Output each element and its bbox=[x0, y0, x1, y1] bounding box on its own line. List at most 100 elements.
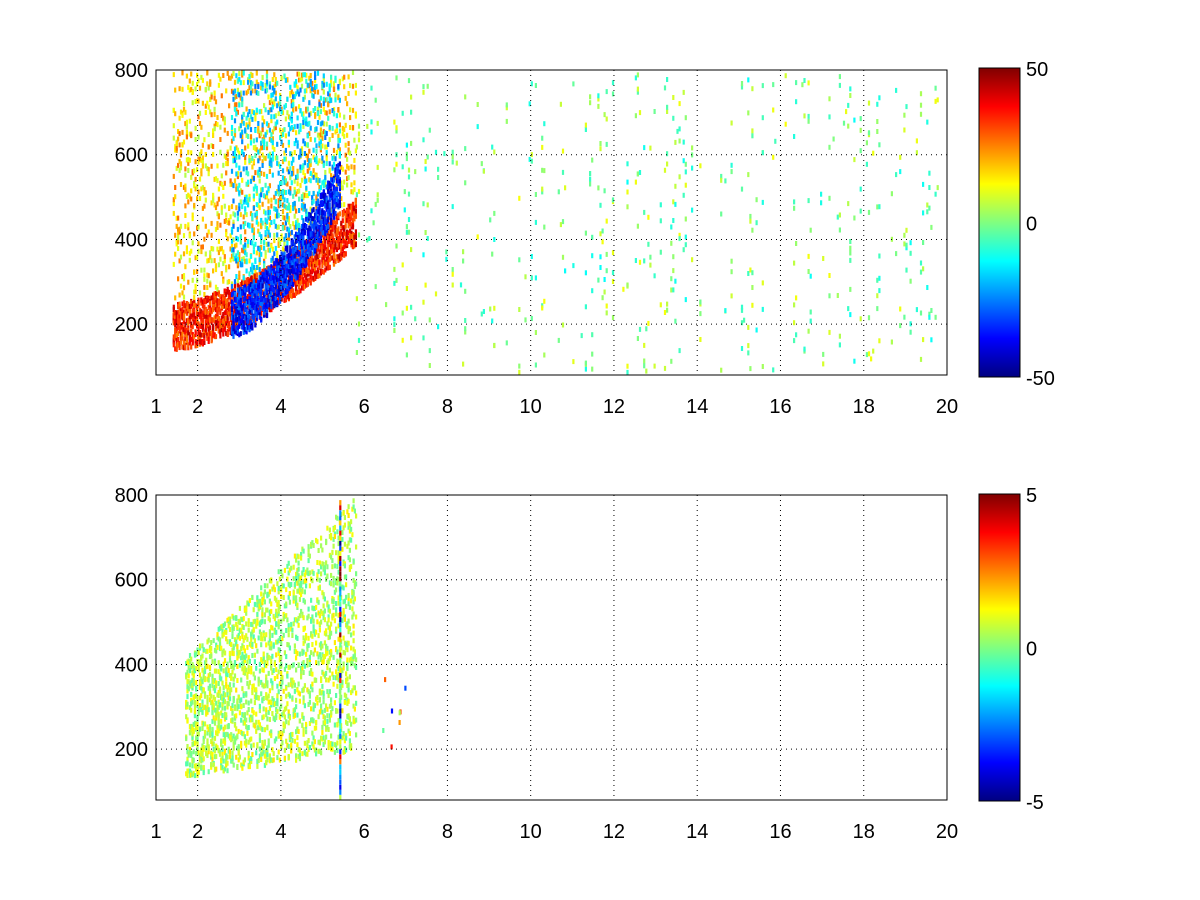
top-heatmap-cell bbox=[292, 156, 295, 162]
top-heatmap-cell bbox=[245, 295, 248, 301]
top-heatmap-cell bbox=[316, 241, 320, 247]
top-heatmap-cell bbox=[426, 83, 429, 89]
top-heatmap-cell bbox=[271, 85, 274, 91]
top-heatmap-cell bbox=[219, 149, 222, 155]
top-heatmap-cell bbox=[895, 251, 898, 257]
top-heatmap-cell bbox=[248, 117, 251, 123]
top-heatmap-cell bbox=[268, 136, 271, 142]
top-heatmap-cell bbox=[328, 222, 331, 228]
top-heatmap-cell bbox=[328, 250, 331, 256]
top-heatmap-cell bbox=[355, 144, 358, 150]
top-heatmap-cell bbox=[194, 289, 197, 295]
top-heatmap-cell bbox=[270, 92, 273, 98]
top-heatmap-cell bbox=[252, 138, 255, 144]
top-heatmap-cell bbox=[331, 208, 334, 214]
top-heatmap-cell bbox=[184, 172, 187, 178]
top-heatmap-cell bbox=[318, 178, 321, 184]
top-heatmap-cell bbox=[286, 285, 289, 291]
top-heatmap-cell bbox=[188, 340, 191, 346]
top-heatmap-cell bbox=[172, 123, 175, 129]
top-heatmap-cell bbox=[209, 81, 212, 87]
top-heatmap-cell bbox=[241, 315, 244, 320]
top-heatmap-cell bbox=[265, 79, 269, 85]
top-heatmap-cell bbox=[200, 339, 203, 345]
top-heatmap-cell bbox=[601, 295, 604, 301]
top-heatmap-cell bbox=[216, 201, 219, 207]
top-heatmap-cell bbox=[407, 191, 411, 197]
top-heatmap-cell bbox=[309, 212, 312, 218]
top-heatmap-cell bbox=[649, 262, 652, 268]
top-heatmap-cell bbox=[393, 119, 396, 125]
top-heatmap-cell bbox=[226, 297, 229, 303]
top-heatmap-cell bbox=[238, 182, 241, 188]
top-heatmap-cell bbox=[184, 183, 187, 189]
top-heatmap-cell bbox=[286, 226, 289, 232]
top-heatmap-cell bbox=[254, 259, 257, 264]
top-colorbar-gradient bbox=[978, 67, 1021, 378]
top-heatmap-cell bbox=[257, 125, 260, 131]
top-heatmap-cell bbox=[181, 290, 184, 296]
top-heatmap-cell bbox=[274, 121, 277, 127]
top-heatmap-cell bbox=[321, 263, 324, 269]
top-heatmap-cell bbox=[219, 330, 222, 336]
top-heatmap-cell bbox=[316, 270, 320, 276]
top-heatmap-cell bbox=[292, 107, 295, 113]
top-heatmap-cell bbox=[293, 124, 296, 130]
top-heatmap-cell bbox=[210, 338, 213, 344]
top-heatmap-cell bbox=[293, 274, 296, 279]
top-heatmap-cell bbox=[213, 202, 216, 208]
top-heatmap-cell bbox=[405, 229, 408, 235]
top-heatmap-cell bbox=[213, 95, 216, 101]
top-heatmap-cell bbox=[239, 318, 242, 324]
top-heatmap-cell bbox=[740, 304, 744, 310]
top-heatmap-cell bbox=[464, 180, 467, 186]
top-heatmap-cell bbox=[312, 236, 315, 242]
top-heatmap-cell bbox=[292, 255, 295, 260]
top-heatmap-cell bbox=[476, 234, 479, 240]
top-heatmap-cell bbox=[557, 337, 560, 343]
top-heatmap-cell bbox=[267, 241, 270, 247]
top-heatmap-cell bbox=[572, 359, 575, 365]
top-heatmap-cell bbox=[341, 232, 344, 238]
top-heatmap-cell bbox=[232, 237, 235, 243]
top-heatmap-cell bbox=[290, 268, 293, 274]
top-heatmap-cell bbox=[251, 288, 254, 294]
top-heatmap-cell bbox=[233, 95, 237, 100]
top-heatmap-cell bbox=[626, 363, 629, 369]
top-heatmap-cell bbox=[611, 279, 615, 284]
top-heatmap-cell bbox=[309, 269, 312, 275]
top-heatmap-cell bbox=[179, 335, 183, 341]
top-heatmap-cell bbox=[239, 239, 242, 245]
top-heatmap-cell bbox=[374, 201, 377, 207]
top-heatmap-cell bbox=[248, 109, 251, 114]
top-heatmap-cell bbox=[261, 82, 264, 88]
top-heatmap-cell bbox=[303, 252, 306, 258]
top-heatmap-cell bbox=[761, 83, 764, 89]
top-heatmap-cell bbox=[292, 102, 295, 108]
top-heatmap-cell bbox=[316, 273, 320, 279]
top-heatmap-cell bbox=[476, 124, 479, 130]
top-heatmap-cell bbox=[204, 197, 207, 203]
top-heatmap-cell bbox=[244, 145, 247, 151]
top-heatmap-cell bbox=[260, 245, 263, 250]
top-heatmap-cell bbox=[306, 153, 309, 159]
top-heatmap-cell bbox=[232, 154, 235, 160]
top-heatmap-cell bbox=[273, 206, 276, 212]
top-heatmap-cell bbox=[659, 202, 662, 208]
top-heatmap-cell bbox=[185, 73, 188, 79]
top-heatmap-cell bbox=[255, 190, 258, 196]
top-heatmap-cell bbox=[325, 144, 328, 150]
top-heatmap-cell bbox=[376, 197, 379, 203]
top-heatmap-cell bbox=[187, 192, 190, 198]
top-heatmap-cell bbox=[347, 165, 350, 171]
top-heatmap-cell bbox=[236, 263, 239, 269]
top-heatmap-cell bbox=[238, 320, 241, 326]
top-heatmap-cell bbox=[302, 261, 305, 267]
top-heatmap-cell bbox=[405, 352, 408, 358]
top-heatmap-cell bbox=[281, 259, 285, 265]
top-heatmap-cell bbox=[203, 267, 206, 273]
top-heatmap-cell bbox=[217, 82, 220, 88]
top-heatmap-cell bbox=[647, 241, 650, 247]
top-heatmap-cell bbox=[210, 330, 213, 336]
top-heatmap-cell bbox=[314, 263, 317, 269]
